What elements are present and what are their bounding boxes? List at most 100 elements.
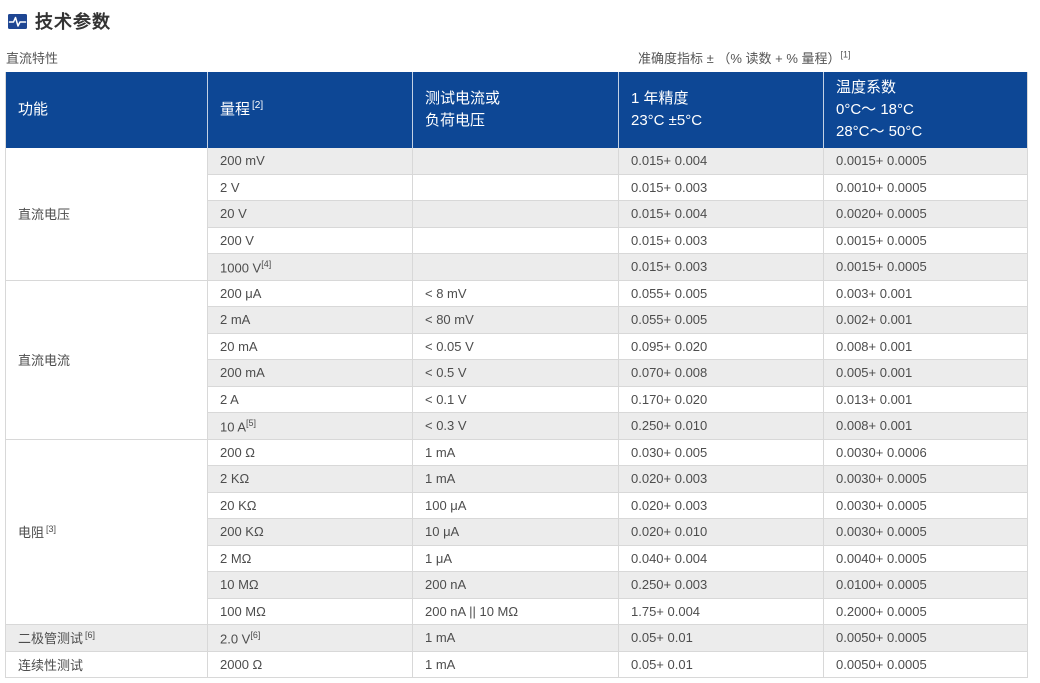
range-cell: 20 V [207, 201, 412, 228]
range-cell-text: 2 A [220, 391, 239, 407]
range-cell-footnote: [6] [250, 629, 261, 640]
range-cell: 10 MΩ [207, 572, 412, 599]
range-cell-text: 200 mA [220, 365, 265, 381]
accuracy-1yr-cell: 1.75+ 0.004 [618, 598, 823, 625]
range-cell-text: 10 A [220, 418, 247, 434]
range-cell-text: 1000 V [220, 259, 262, 275]
function-label: 连续性测试 [18, 657, 84, 673]
accuracy-1yr-cell: 0.020+ 0.003 [618, 466, 823, 493]
temp-coefficient-cell: 0.0020+ 0.0005 [823, 201, 1027, 228]
range-cell-text: 200 mV [220, 153, 265, 169]
accuracy-1yr-cell-text: 0.095+ 0.020 [631, 338, 708, 354]
temp-coefficient-cell: 0.013+ 0.001 [823, 386, 1027, 413]
table-row: 10 MΩ 200 nA 0.250+ 0.003 0.0100+ 0.0005 [6, 572, 1027, 599]
accuracy-1yr-cell: 0.250+ 0.003 [618, 572, 823, 599]
temp-coefficient-cell: 0.0050+ 0.0005 [823, 625, 1027, 652]
accuracy-1yr-cell: 0.015+ 0.003 [618, 174, 823, 201]
table-row: 2 mA < 80 mV 0.055+ 0.005 0.002+ 0.001 [6, 307, 1027, 334]
table-row: 二极管测试 [6] 2.0 V[6] 1 mA 0.05+ 0.01 0.0050+ 0.… [6, 625, 1027, 652]
col-header-temp-coefficient-label: 温度系数 0°C～ 18°C 28°C～ 50°C [836, 79, 923, 140]
accuracy-1yr-cell: 0.020+ 0.003 [618, 492, 823, 519]
temp-coefficient-cell-text: 0.0050+ 0.0005 [836, 630, 927, 646]
spec-table-body: 直流电压 200 mV 0.015+ 0.004 0.0015+ 0.0005 2 V 0… [6, 148, 1027, 678]
section-row: 直流特性 准确度指标 ± （% 读数 + % 量程）[1] [0, 46, 1040, 66]
temp-coefficient-cell-text: 0.2000+ 0.0005 [836, 603, 927, 619]
function-cell: 连续性测试 [6, 651, 207, 678]
function-label: 电阻 [18, 525, 45, 541]
test-current-cell-text: < 0.3 V [425, 418, 467, 434]
test-current-cell: < 0.1 V [412, 386, 618, 413]
table-row: 2 A < 0.1 V 0.170+ 0.020 0.013+ 0.001 [6, 386, 1027, 413]
test-current-cell-text: < 8 mV [425, 285, 467, 301]
accuracy-1yr-cell-text: 0.015+ 0.003 [631, 259, 708, 275]
range-cell: 2000 Ω [207, 651, 412, 678]
test-current-cell: 1 mA [412, 466, 618, 493]
pulse-waveform-icon [8, 13, 27, 29]
range-cell-text: 20 V [220, 206, 247, 222]
accuracy-note: 准确度指标 ± （% 读数 + % 量程）[1] [638, 48, 851, 67]
temp-coefficient-cell: 0.0030+ 0.0005 [823, 466, 1027, 493]
page-title: 技术参数 [35, 12, 111, 32]
table-row: 2 V 0.015+ 0.003 0.0010+ 0.0005 [6, 174, 1027, 201]
accuracy-1yr-cell-text: 0.020+ 0.003 [631, 471, 708, 487]
col-header-temp-coefficient: 温度系数 0°C～ 18°C 28°C～ 50°C [823, 72, 1027, 148]
table-row: 10 A[5] < 0.3 V 0.250+ 0.010 0.008+ 0.001 [6, 413, 1027, 440]
temp-coefficient-cell-text: 0.0010+ 0.0005 [836, 179, 927, 195]
test-current-cell-text: 1 μA [425, 550, 453, 566]
accuracy-1yr-cell-text: 0.250+ 0.003 [631, 577, 708, 593]
temp-coefficient-cell: 0.2000+ 0.0005 [823, 598, 1027, 625]
test-current-cell-text: < 80 mV [425, 312, 474, 328]
accuracy-1yr-cell-text: 0.030+ 0.005 [631, 444, 708, 460]
range-cell-text: 2 V [220, 179, 240, 195]
range-cell: 2.0 V[6] [207, 625, 412, 652]
range-cell-text: 100 MΩ [220, 603, 266, 619]
range-cell: 10 A[5] [207, 413, 412, 440]
temp-coefficient-cell-text: 0.005+ 0.001 [836, 365, 913, 381]
test-current-cell-text: 200 nA || 10 MΩ [425, 603, 519, 619]
page-title-row: 技术参数 [8, 9, 1040, 33]
temp-coefficient-cell: 0.0100+ 0.0005 [823, 572, 1027, 599]
test-current-cell [412, 227, 618, 254]
accuracy-1yr-cell-text: 0.055+ 0.005 [631, 285, 708, 301]
accuracy-1yr-cell-text: 0.05+ 0.01 [631, 656, 693, 672]
test-current-cell-text: < 0.1 V [425, 391, 467, 407]
temp-coefficient-cell: 0.008+ 0.001 [823, 413, 1027, 440]
temp-coefficient-cell-text: 0.0050+ 0.0005 [836, 656, 927, 672]
table-row: 2 MΩ 1 μA 0.040+ 0.004 0.0040+ 0.0005 [6, 545, 1027, 572]
accuracy-1yr-cell-text: 0.015+ 0.004 [631, 206, 708, 222]
temp-coefficient-cell: 0.0015+ 0.0005 [823, 148, 1027, 175]
function-cell: 直流电压 [6, 148, 207, 281]
function-cell: 直流电流 [6, 280, 207, 440]
table-row: 200 KΩ 10 μA 0.020+ 0.010 0.0030+ 0.0005 [6, 519, 1027, 546]
test-current-cell: 1 mA [412, 439, 618, 466]
range-cell: 100 MΩ [207, 598, 412, 625]
test-current-cell [412, 174, 618, 201]
test-current-cell: 10 μA [412, 519, 618, 546]
col-header-range: 量程 [2] [207, 72, 412, 148]
function-footnote: [6] [85, 629, 96, 640]
function-label: 二极管测试 [18, 631, 84, 647]
spec-table: 功能 量程 [2] 测试电流或 负荷电压 1 年精度 23°C ±5°C 温度系数… [5, 72, 1028, 678]
range-cell: 1000 V[4] [207, 254, 412, 281]
accuracy-1yr-cell-text: 0.015+ 0.004 [631, 153, 708, 169]
test-current-cell [412, 148, 618, 175]
table-row: 直流电流 200 μA < 8 mV 0.055+ 0.005 0.003+ 0.001 [6, 280, 1027, 440]
temp-coefficient-cell-text: 0.0040+ 0.0005 [836, 550, 927, 566]
temp-coefficient-cell-text: 0.008+ 0.001 [836, 418, 913, 434]
temp-coefficient-cell: 0.008+ 0.001 [823, 333, 1027, 360]
range-cell-text: 200 V [220, 232, 254, 248]
temp-coefficient-cell-text: 0.0030+ 0.0005 [836, 471, 927, 487]
test-current-cell [412, 201, 618, 228]
temp-coefficient-cell: 0.005+ 0.001 [823, 360, 1027, 387]
temp-coefficient-cell-text: 0.0015+ 0.0005 [836, 259, 927, 275]
accuracy-1yr-cell: 0.015+ 0.003 [618, 227, 823, 254]
accuracy-1yr-cell: 0.040+ 0.004 [618, 545, 823, 572]
accuracy-1yr-cell: 0.055+ 0.005 [618, 307, 823, 334]
range-cell: 200 μA [207, 280, 412, 307]
range-cell-footnote: [5] [246, 417, 257, 428]
col-header-accuracy-1yr-label: 1 年精度 23°C ±5°C [631, 90, 703, 129]
test-current-cell: 1 μA [412, 545, 618, 572]
accuracy-1yr-cell: 0.020+ 0.010 [618, 519, 823, 546]
col-header-accuracy-1yr: 1 年精度 23°C ±5°C [618, 72, 823, 148]
temp-coefficient-cell-text: 0.0030+ 0.0005 [836, 524, 927, 540]
